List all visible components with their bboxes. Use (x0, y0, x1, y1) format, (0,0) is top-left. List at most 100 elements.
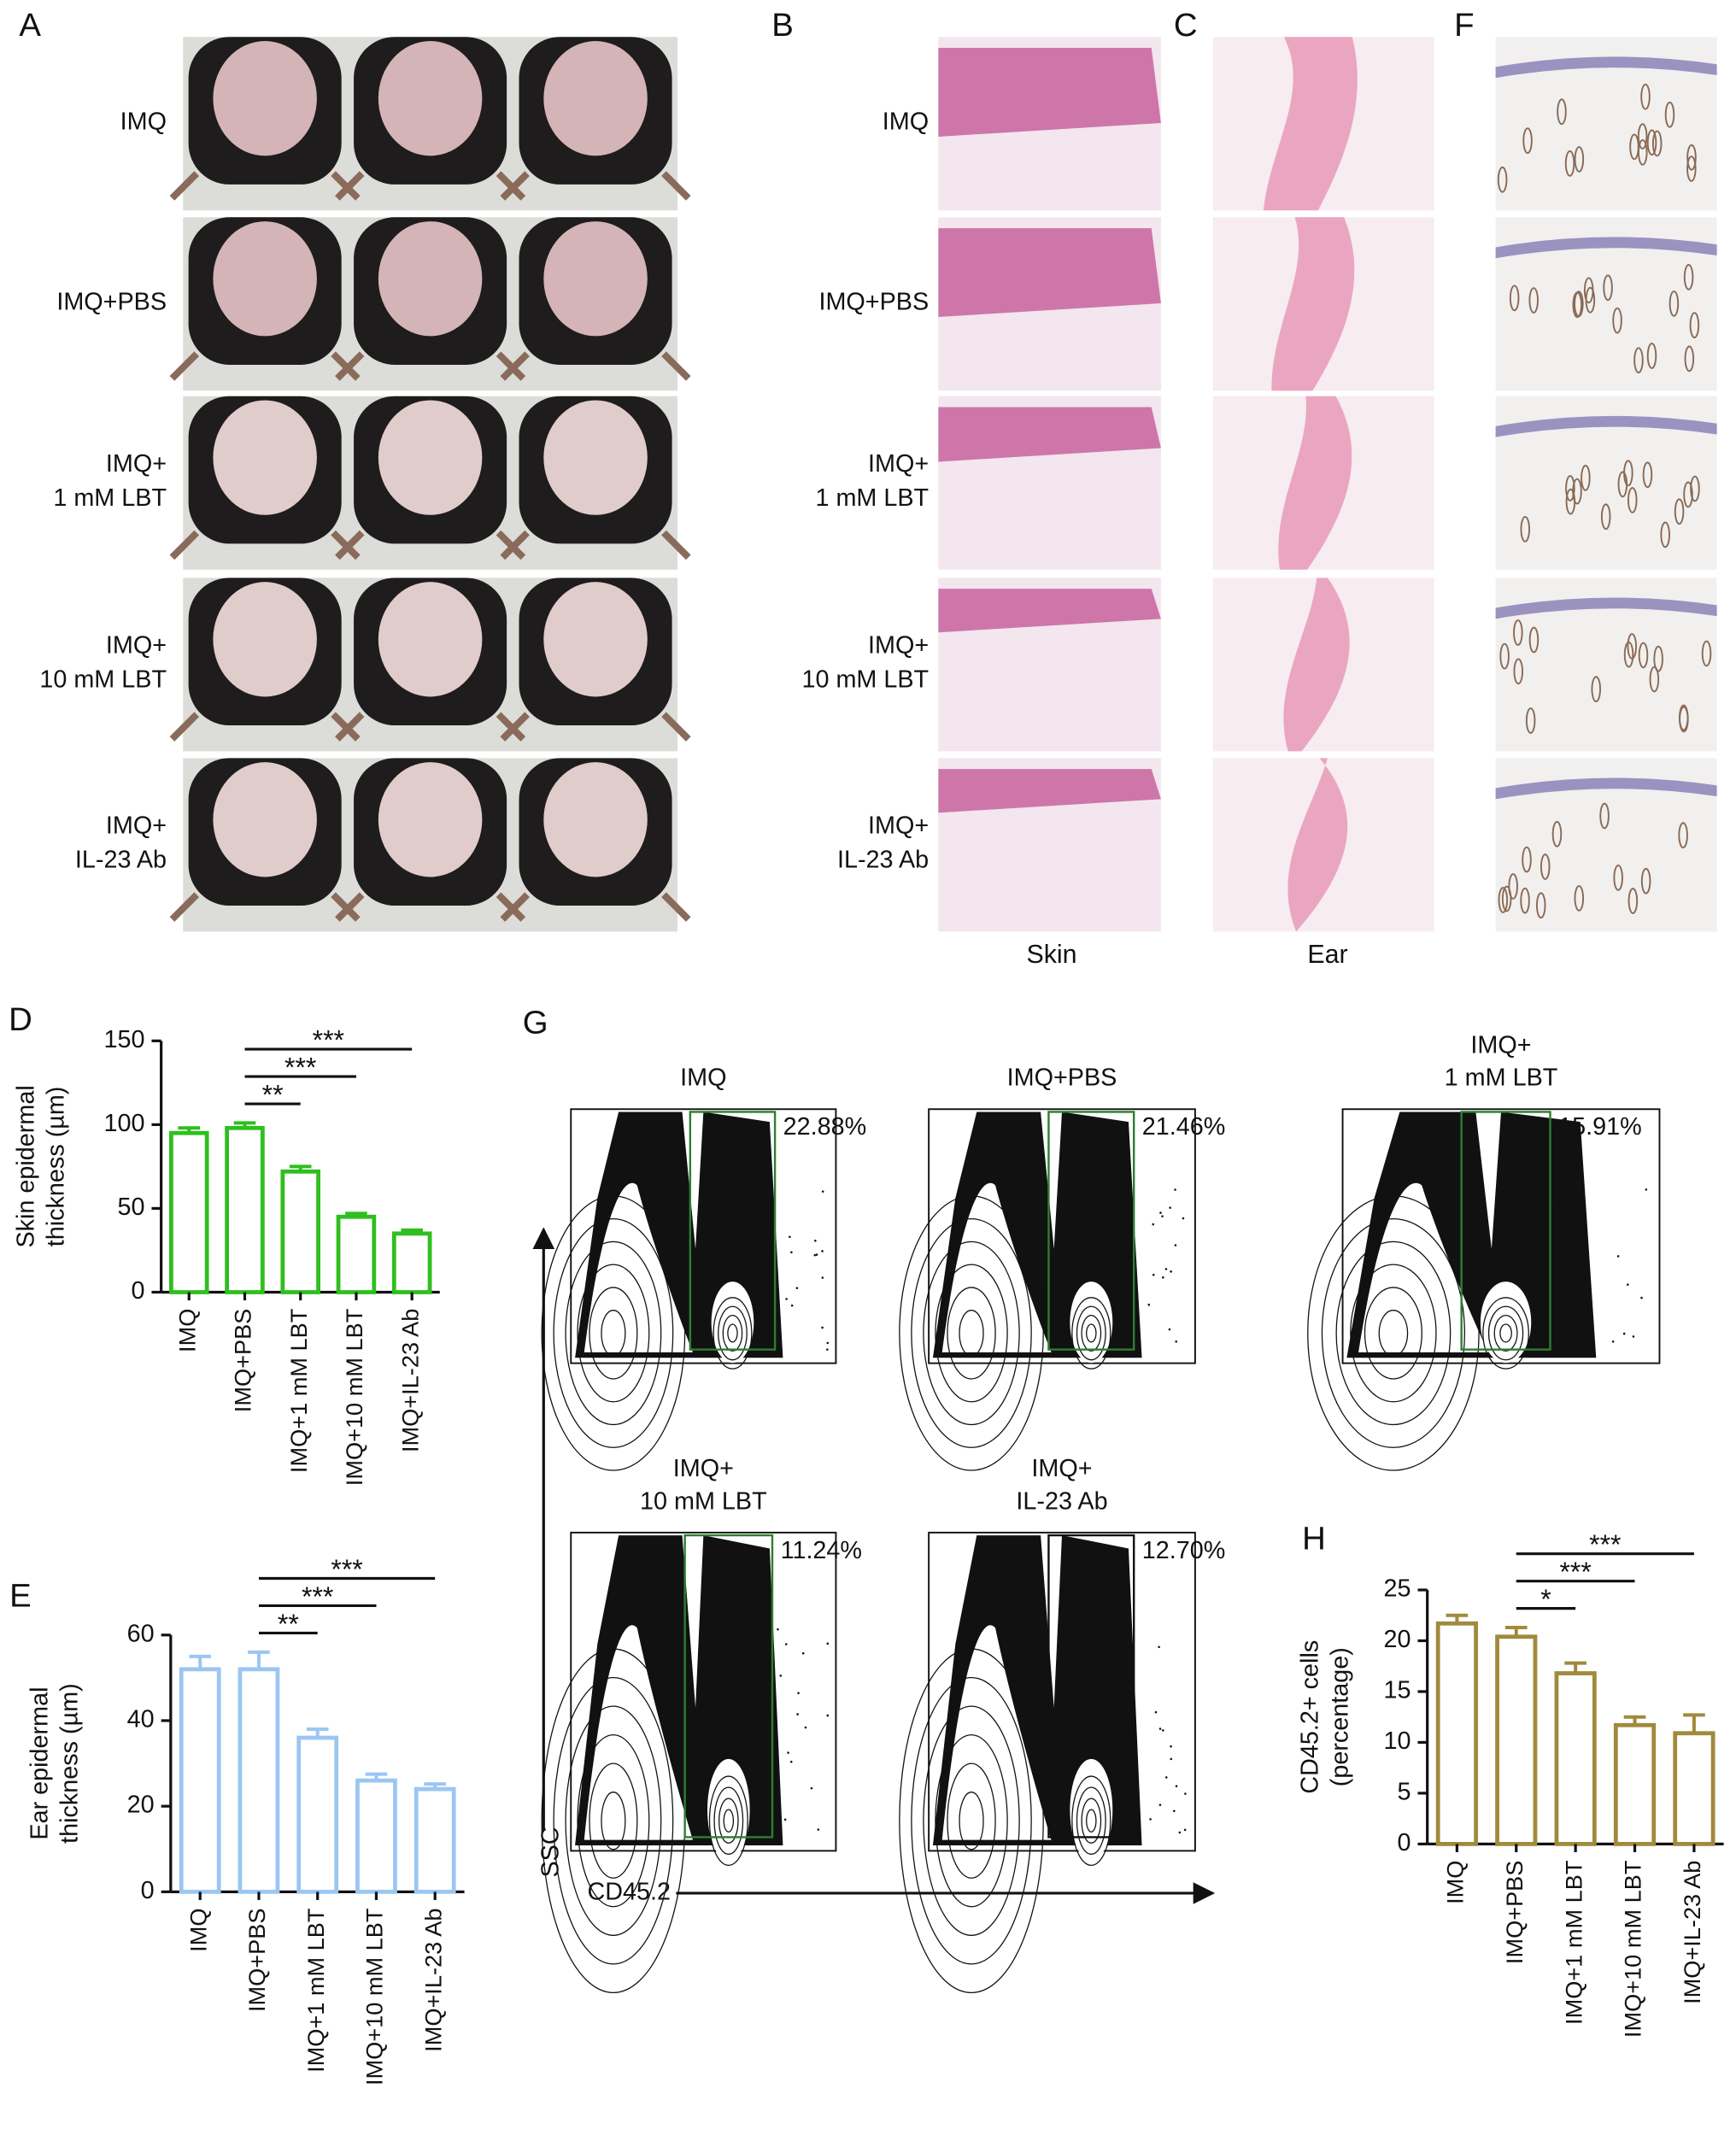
event (1169, 1206, 1171, 1209)
bar (1554, 1671, 1597, 1846)
skin-patch (543, 582, 648, 697)
row-label: IL-23 Ab (75, 847, 167, 874)
gate-percentage: 22.88% (783, 1113, 867, 1141)
event (785, 1298, 788, 1300)
follicle (1565, 475, 1575, 501)
follicle (1528, 287, 1539, 314)
panel-label: G (523, 1004, 548, 1041)
flow-title: 10 mM LBT (640, 1487, 767, 1515)
row-label: 1 mM LBT (815, 484, 929, 512)
y-tick-label: 40 (127, 1706, 155, 1733)
ihc-band (1495, 237, 1717, 259)
contour (1487, 1305, 1524, 1361)
y-tick-label: 60 (127, 1620, 155, 1647)
row-label: 10 mM LBT (801, 666, 929, 694)
contour (1378, 1310, 1409, 1357)
panel-label: F (1454, 7, 1474, 44)
row-label: IMQ+ (868, 812, 929, 840)
follicle (1513, 619, 1523, 646)
bar (238, 1667, 280, 1894)
density-core (711, 1282, 754, 1364)
follicle (1617, 471, 1628, 498)
contour (601, 1792, 626, 1851)
event (1149, 1818, 1152, 1821)
event (826, 1642, 830, 1645)
y-tick-label: 0 (141, 1877, 155, 1904)
event (1558, 1206, 1562, 1210)
x-tick-label: IMQ+10 mM LBT (1620, 1861, 1646, 2038)
event (796, 1713, 799, 1716)
follicle (1683, 481, 1693, 508)
flow-y-label: SSC (537, 1827, 564, 1877)
follicle (1690, 475, 1700, 502)
event (1152, 1273, 1155, 1276)
ear-band (1271, 217, 1355, 391)
follicle (1638, 642, 1649, 669)
follicle (1664, 101, 1675, 128)
follicle (1701, 640, 1712, 667)
contour (959, 1310, 984, 1357)
x-tick-label: IMQ (185, 1909, 211, 1952)
significance-label: *** (331, 1554, 362, 1585)
epidermis (938, 48, 1161, 137)
event (817, 1828, 820, 1831)
bar (179, 1667, 221, 1894)
significance-label: *** (313, 1025, 344, 1056)
y-axis-label: Ear epidermal (26, 1687, 54, 1840)
contour (1081, 1798, 1102, 1844)
skin-patch (378, 221, 483, 337)
event (1164, 1776, 1168, 1779)
gate (689, 1111, 777, 1351)
ihc-band (1495, 777, 1717, 800)
event (1183, 1828, 1187, 1832)
significance-label: *** (1559, 1557, 1591, 1587)
follicle (1613, 865, 1623, 891)
ihc-band (1495, 415, 1717, 437)
contour (565, 1705, 662, 1936)
event (813, 1253, 817, 1257)
event (804, 1726, 807, 1729)
epidermis (938, 407, 1161, 462)
follicle (1528, 626, 1540, 654)
event (1170, 1270, 1172, 1273)
contour (899, 1195, 1044, 1471)
event (815, 1253, 818, 1256)
contour (589, 1287, 638, 1380)
density-core (941, 1182, 1052, 1352)
y-tick-label: 15 (1383, 1677, 1410, 1704)
contour (1364, 1287, 1422, 1380)
panel-label: A (19, 7, 41, 44)
contour (708, 1775, 748, 1866)
follicle (1623, 641, 1634, 668)
follicle (1508, 873, 1518, 900)
contour (1076, 1305, 1106, 1361)
gate (1047, 1534, 1135, 1839)
event (789, 1760, 793, 1763)
contour (1321, 1218, 1466, 1448)
panel-label: B (771, 7, 794, 44)
flow-title: IMQ+ (1470, 1031, 1531, 1059)
mouse-leg (500, 171, 691, 201)
skin-patch (213, 762, 317, 877)
event (1158, 1804, 1162, 1806)
x-tick-label: IMQ (1442, 1861, 1469, 1904)
contour (1081, 1315, 1102, 1352)
follicle (1646, 343, 1657, 369)
contour (723, 1809, 735, 1833)
skin-patch (543, 762, 648, 877)
contour (718, 1305, 748, 1361)
row-label: IMQ+PBS (56, 289, 167, 316)
contour (601, 1310, 626, 1357)
density-core (1358, 1182, 1489, 1352)
event (821, 1190, 824, 1193)
event (826, 1341, 829, 1345)
y-tick-label: 20 (127, 1792, 155, 1819)
follicle (1509, 284, 1520, 312)
event (1563, 1186, 1566, 1188)
contour (911, 1676, 1032, 1965)
event (1611, 1340, 1615, 1343)
y-tick-label: 0 (1397, 1829, 1410, 1856)
event (787, 1751, 789, 1754)
follicle (1583, 277, 1594, 304)
